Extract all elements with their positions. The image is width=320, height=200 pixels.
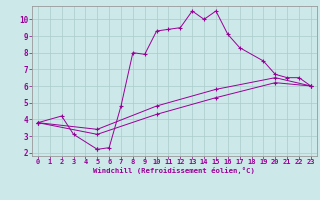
X-axis label: Windchill (Refroidissement éolien,°C): Windchill (Refroidissement éolien,°C) [93, 167, 255, 174]
